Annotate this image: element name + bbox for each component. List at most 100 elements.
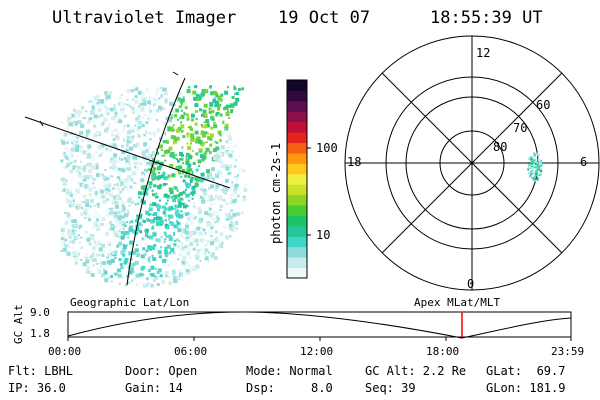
aurora-pixel	[61, 233, 65, 237]
aurora-pixel	[156, 195, 159, 198]
aurora-pixel	[169, 236, 173, 240]
aurora-pixel	[127, 236, 130, 239]
aurora-pixel	[191, 197, 194, 200]
aurora-pixel	[149, 104, 152, 107]
aurora-pixel	[62, 166, 66, 170]
aurora-pixel	[93, 186, 96, 189]
aurora-pixel	[142, 155, 147, 160]
aurora-pixel	[158, 255, 162, 259]
aurora-pixel	[70, 154, 74, 158]
aurora-pixel	[178, 105, 182, 109]
aurora-pixel	[132, 262, 135, 265]
aurora-pixel	[186, 132, 190, 136]
aurora-pixel	[210, 184, 215, 189]
aurora-pixel	[135, 117, 140, 122]
aurora-pixel	[101, 173, 105, 177]
aurora-pixel	[157, 100, 160, 103]
aurora-pixel	[98, 197, 101, 200]
aurora-pixel	[212, 148, 217, 153]
aurora-pixel	[164, 100, 168, 104]
aurora-pixel	[177, 118, 180, 121]
aurora-pixel	[91, 120, 95, 124]
aurora-pixel	[72, 200, 75, 202]
aurora-pixel	[235, 159, 237, 162]
aurora-pixel	[85, 134, 89, 138]
aurora-pixel	[78, 166, 81, 170]
aurora-pixel	[73, 192, 76, 195]
aurora-pixel	[126, 88, 129, 91]
aurora-pixel	[227, 110, 230, 113]
aurora-pixel	[199, 178, 204, 183]
mlt-label-6: 6	[580, 155, 588, 169]
aurora-pixel	[156, 166, 161, 171]
aurora-pixel	[87, 144, 92, 149]
aurora-pixel	[188, 171, 191, 174]
aurora-pixel	[88, 163, 93, 168]
aurora-pixel	[113, 115, 117, 118]
aurora-pixel	[181, 260, 186, 265]
aurora-pixel	[110, 130, 113, 133]
aurora-pixel	[207, 132, 210, 135]
polar-aurora-pixel	[539, 159, 542, 162]
aurora-pixel	[122, 213, 124, 216]
aurora-pixel	[176, 189, 179, 192]
aurora-pixel	[108, 249, 112, 253]
aurora-pixel	[92, 136, 95, 139]
colorbar-cell	[287, 152, 307, 164]
aurora-pixel	[114, 200, 119, 205]
aurora-pixel	[214, 246, 219, 251]
aurora-pixel	[114, 272, 118, 276]
aurora-pixel	[161, 175, 165, 178]
aurora-pixel	[202, 133, 207, 138]
aurora-pixel	[101, 217, 106, 222]
aurora-pixel	[155, 87, 160, 92]
aurora-pixel	[186, 167, 191, 172]
aurora-pixel	[238, 170, 241, 173]
aurora-pixel	[159, 87, 162, 89]
aurora-pixel	[175, 136, 180, 141]
aurora-pixel	[167, 207, 172, 212]
colorbar-cell	[287, 257, 307, 269]
aurora-pixel	[111, 250, 116, 255]
polar-aurora-pixel	[534, 171, 537, 174]
aurora-pixel	[151, 213, 154, 216]
aurora-pixel	[100, 99, 105, 104]
aurora-pixel	[130, 109, 133, 113]
aurora-pixel	[130, 178, 134, 182]
aurora-pixel	[194, 130, 199, 135]
aurora-pixel	[87, 153, 91, 158]
aurora-pixel	[103, 181, 108, 186]
aurora-pixel	[190, 139, 192, 142]
aurora-pixel	[154, 161, 158, 165]
aurora-pixel	[229, 103, 234, 108]
aurora-pixel	[69, 193, 73, 197]
aurora-pixel	[128, 227, 133, 232]
aurora-pixel	[189, 168, 193, 172]
aurora-pixel	[111, 187, 115, 190]
polar-aurora-pixel	[530, 156, 533, 159]
aurora-pixel	[150, 283, 154, 288]
aurora-pixel	[129, 240, 134, 245]
aurora-pixel	[198, 210, 202, 214]
aurora-pixel	[71, 229, 75, 233]
aurora-pixel	[163, 240, 166, 243]
polar-aurora-pixel	[527, 163, 530, 166]
aurora-pixel	[123, 179, 127, 184]
aurora-pixel	[215, 113, 219, 117]
timeline-right-title: Apex MLat/MLT	[414, 296, 501, 309]
aurora-pixel	[154, 132, 158, 136]
aurora-pixel	[146, 156, 150, 160]
aurora-pixel	[200, 226, 203, 229]
aurora-pixel	[164, 159, 167, 162]
aurora-pixel	[185, 184, 190, 189]
aurora-pixel	[150, 272, 155, 277]
aurora-pixel	[96, 132, 100, 136]
aurora-pixel	[225, 152, 227, 155]
aurora-pixel	[123, 231, 127, 235]
aurora-pixel	[242, 197, 247, 202]
aurora-pixel	[101, 121, 105, 125]
aurora-pixel	[123, 201, 126, 205]
aurora-pixel	[217, 107, 221, 111]
aurora-pixel	[165, 203, 167, 205]
aurora-pixel	[75, 229, 77, 232]
